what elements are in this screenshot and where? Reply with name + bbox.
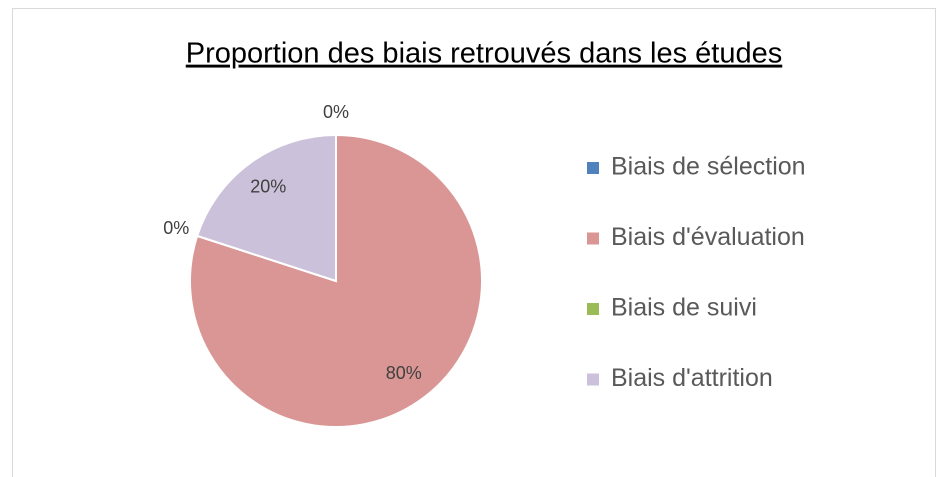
legend-label: Biais de suivi [611,294,757,322]
data-label: 0% [163,218,189,238]
legend-swatch [587,232,599,245]
data-label: 0% [323,102,349,122]
legend-swatch [587,373,599,386]
legend-swatch [587,303,599,315]
legend-label: Biais d'attrition [611,364,773,392]
data-label: 80% [386,363,422,383]
data-label: 20% [250,176,286,196]
legend-label: Biais de sélection [611,153,806,181]
chart-title: Proportion des biais retrouvés dans les … [186,38,782,70]
legend-label: Biais d'évaluation [611,223,805,251]
pie-slice [195,133,337,283]
chart-frame [12,8,936,477]
legend-swatch [587,162,599,174]
